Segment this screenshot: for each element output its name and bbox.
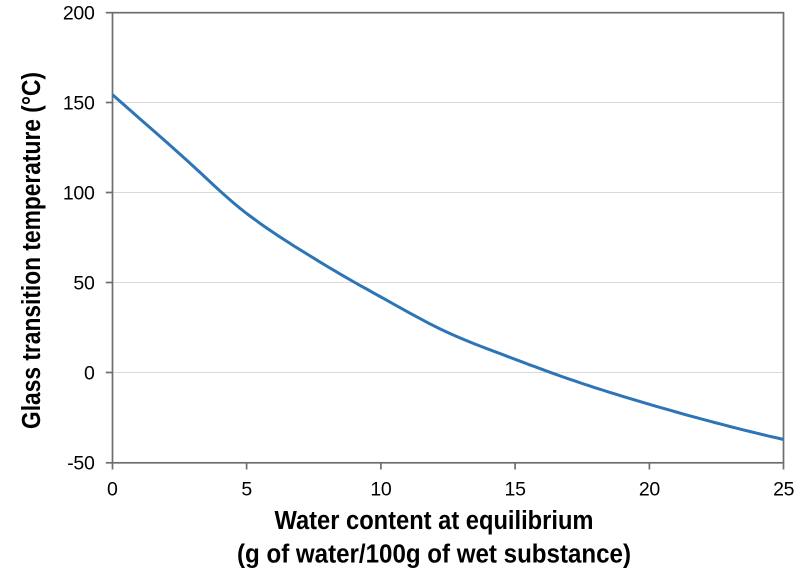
svg-text:100: 100 bbox=[63, 183, 95, 205]
svg-text:10: 10 bbox=[370, 479, 392, 501]
svg-text:20: 20 bbox=[639, 479, 661, 501]
svg-text:Glass transition temperature (: Glass transition temperature (°C) bbox=[18, 72, 46, 429]
svg-text:25: 25 bbox=[773, 479, 795, 501]
svg-text:0: 0 bbox=[84, 363, 95, 385]
svg-text:-50: -50 bbox=[67, 453, 95, 475]
svg-text:50: 50 bbox=[73, 273, 95, 295]
svg-text:Water content at equilibrium: Water content at equilibrium bbox=[275, 507, 594, 535]
svg-text:15: 15 bbox=[505, 479, 527, 501]
svg-text:(g of water/100g of wet substa: (g of water/100g of wet substance) bbox=[237, 541, 631, 569]
svg-text:0: 0 bbox=[107, 479, 118, 501]
svg-text:200: 200 bbox=[63, 3, 95, 25]
svg-text:150: 150 bbox=[63, 93, 95, 115]
svg-text:5: 5 bbox=[241, 479, 252, 501]
